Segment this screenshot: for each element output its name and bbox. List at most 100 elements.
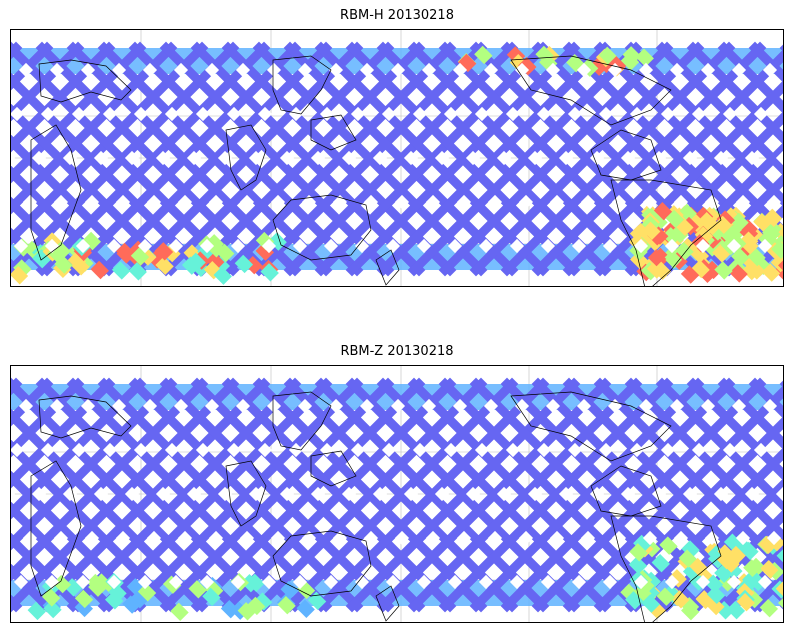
swath-descending [35,377,271,613]
intensity-cell [213,266,232,285]
coastline-2 [225,124,267,191]
gap-cell [567,442,583,458]
gap-cell [13,574,29,590]
gap-cell [664,574,680,590]
swath-descending [11,41,85,122]
intensity-cell [716,550,736,570]
gap-cell [660,106,676,122]
gap-cell [425,194,441,210]
intensity-cell [579,58,599,77]
intensity-cell [92,573,112,592]
intensity-cell [761,263,781,282]
intensity-cell [535,45,554,65]
intensity-cell [652,261,672,281]
swath-descending [407,41,643,277]
intensity-cell [656,587,675,606]
swath-descending [624,447,783,613]
intensity-cell [277,595,296,615]
swath-descending [376,377,612,613]
intensity-cell [129,590,149,609]
gap-cell [385,238,401,254]
gap-cell [372,486,388,502]
gap-cell [310,486,326,502]
gap-cell [416,238,432,254]
intensity-cell [170,602,189,622]
gap-cell [239,194,255,210]
swath-ascending [686,377,783,481]
intensity-cell [698,211,717,231]
intensity-cell [234,254,254,274]
gap-cell [496,486,512,502]
swath-ascending [717,41,783,114]
gap-cell [235,398,251,414]
gap-cell [731,398,747,414]
gap-cell [297,398,313,414]
gap-cell [49,398,65,414]
gap-cell [447,574,463,590]
gap-cell [394,530,410,546]
gap-cell [518,530,534,546]
intensity-cell [662,227,681,246]
intensity-cell [748,572,767,592]
gap-cell [239,530,255,546]
intensity-cell [726,600,746,620]
gap-cell [673,194,689,210]
gap-cell [505,106,521,122]
swath-descending [97,377,333,613]
intensity-cell [296,599,315,618]
swath-descending [531,377,767,613]
swath-descending [159,377,395,613]
intensity-cell [625,591,644,610]
gap-cell [700,398,716,414]
gap-cell [390,62,406,78]
gap-cell [602,238,618,254]
intensity-cell [714,261,733,280]
intensity-cell [771,240,783,259]
gap-cell [558,486,574,502]
gap-cell [319,442,335,458]
gap-cell [350,442,366,458]
gap-cell [447,238,463,254]
gap-cell [691,442,707,458]
gap-cell [638,398,654,414]
gap-cell [545,62,561,78]
intensity-cell [622,46,641,65]
intensity-cell [758,230,777,249]
gap-cell [93,486,109,502]
gap-cell [381,106,397,122]
gap-cell [403,150,419,166]
gap-cell [735,530,751,546]
intensity-cell [641,594,660,613]
intensity-cell [665,209,684,229]
gap-cell [580,530,596,546]
gap-cell [527,150,543,166]
swath-descending [11,377,209,582]
swath-descending [128,41,364,277]
gap-cell [146,530,162,546]
swath-descending [97,41,333,277]
gap-cell [323,238,339,254]
intensity-cell [636,225,655,245]
gap-cell [536,442,552,458]
gap-cell [607,398,623,414]
swath-descending [11,41,178,215]
gap-group [11,398,783,590]
gap-cell [576,62,592,78]
gap-cell [22,530,38,546]
gap-cell [731,62,747,78]
intensity-cell [723,225,742,245]
gap-cell [261,238,277,254]
gap-cell [297,62,313,78]
gap-cell [53,530,69,546]
gap-cell [208,530,224,546]
intensity-cell [740,236,759,255]
intensity-cell [695,590,715,610]
gap-cell [456,530,472,546]
intensity-cell [663,249,683,269]
gap-cell [106,574,122,590]
intensity-cell [187,252,206,272]
intensity-cell [220,600,240,619]
gap-cell [695,238,711,254]
gap-cell [266,62,282,78]
gap-cell [775,486,783,502]
